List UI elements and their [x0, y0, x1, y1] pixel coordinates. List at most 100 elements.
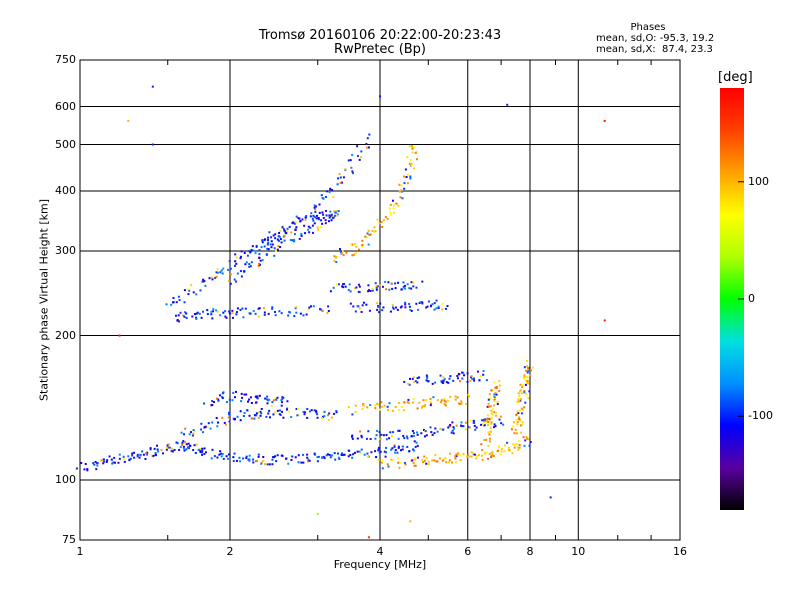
data-point: [394, 406, 397, 409]
data-point: [392, 207, 395, 210]
data-point: [401, 445, 404, 448]
data-point: [398, 408, 401, 411]
data-point: [266, 463, 269, 466]
data-point: [272, 399, 275, 402]
data-point: [316, 456, 319, 459]
data-point: [518, 418, 521, 421]
colorbar-tick-label: -100: [748, 409, 773, 423]
data-point: [326, 453, 329, 456]
data-point: [410, 281, 413, 284]
data-point: [489, 426, 492, 429]
data-point: [517, 399, 520, 402]
data-point: [439, 427, 442, 430]
data-point: [222, 457, 225, 460]
data-point: [484, 418, 487, 421]
data-point: [295, 306, 298, 309]
data-point: [294, 228, 297, 231]
data-point: [462, 371, 465, 374]
data-point: [333, 210, 336, 213]
data-point: [403, 401, 406, 404]
data-point: [203, 447, 206, 450]
data-point: [467, 426, 470, 429]
data-point: [224, 315, 227, 318]
data-point: [461, 377, 464, 380]
data-point: [394, 449, 397, 452]
data-point: [375, 456, 378, 459]
data-point: [249, 312, 252, 315]
data-point: [304, 232, 307, 235]
data-point: [456, 396, 459, 399]
data-point: [333, 255, 336, 258]
data-point: [295, 311, 298, 314]
data-point: [229, 273, 232, 276]
data-point: [494, 391, 497, 394]
data-point: [128, 458, 131, 461]
data-point: [482, 423, 485, 426]
data-point: [397, 429, 400, 432]
data-point: [451, 421, 454, 424]
data-point: [528, 444, 531, 447]
data-point: [215, 275, 218, 278]
data-point: [202, 310, 205, 313]
data-point: [387, 281, 390, 284]
data-point: [330, 213, 333, 216]
data-point: [443, 399, 446, 402]
data-point: [266, 398, 269, 401]
data-point: [229, 282, 232, 285]
data-point: [412, 398, 415, 401]
data-point: [265, 415, 268, 418]
data-point: [185, 316, 188, 319]
data-point: [86, 468, 89, 471]
data-point: [386, 463, 389, 466]
data-point: [492, 455, 495, 458]
data-point: [243, 412, 246, 415]
data-point: [315, 205, 318, 208]
data-point: [324, 209, 327, 212]
data-point: [486, 414, 489, 417]
data-point: [240, 250, 243, 253]
data-point: [487, 444, 490, 447]
data-point: [403, 175, 406, 178]
data-point: [526, 382, 529, 385]
data-point: [375, 288, 378, 291]
data-point: [520, 424, 523, 427]
data-point: [313, 204, 316, 207]
data-point: [156, 448, 159, 451]
data-point: [367, 536, 370, 539]
data-point: [407, 382, 410, 385]
data-point: [516, 410, 519, 413]
data-point: [447, 399, 450, 402]
data-point: [300, 461, 303, 464]
data-point: [331, 217, 334, 220]
data-point: [250, 249, 253, 252]
data-point: [408, 287, 411, 290]
data-point: [401, 405, 404, 408]
data-point: [410, 309, 413, 312]
data-point: [354, 243, 357, 246]
data-point: [277, 245, 280, 248]
data-point: [416, 456, 419, 459]
data-point: [246, 409, 249, 412]
data-point: [400, 184, 403, 187]
data-point: [239, 270, 242, 273]
data-point: [488, 433, 491, 436]
data-point: [379, 302, 382, 305]
data-point: [406, 401, 409, 404]
data-point: [397, 446, 400, 449]
data-point: [441, 459, 444, 462]
data-point: [255, 412, 258, 415]
data-point: [358, 248, 361, 251]
data-point: [377, 403, 380, 406]
data-point: [280, 399, 283, 402]
data-point: [194, 451, 197, 454]
data-point: [268, 398, 271, 401]
data-point: [518, 395, 521, 398]
data-point: [377, 446, 380, 449]
x-tick-label: 8: [526, 545, 534, 558]
data-point: [525, 379, 528, 382]
data-point: [409, 158, 412, 161]
data-point: [302, 314, 305, 317]
data-point: [327, 305, 330, 308]
data-point: [200, 428, 203, 431]
data-point: [331, 215, 334, 218]
